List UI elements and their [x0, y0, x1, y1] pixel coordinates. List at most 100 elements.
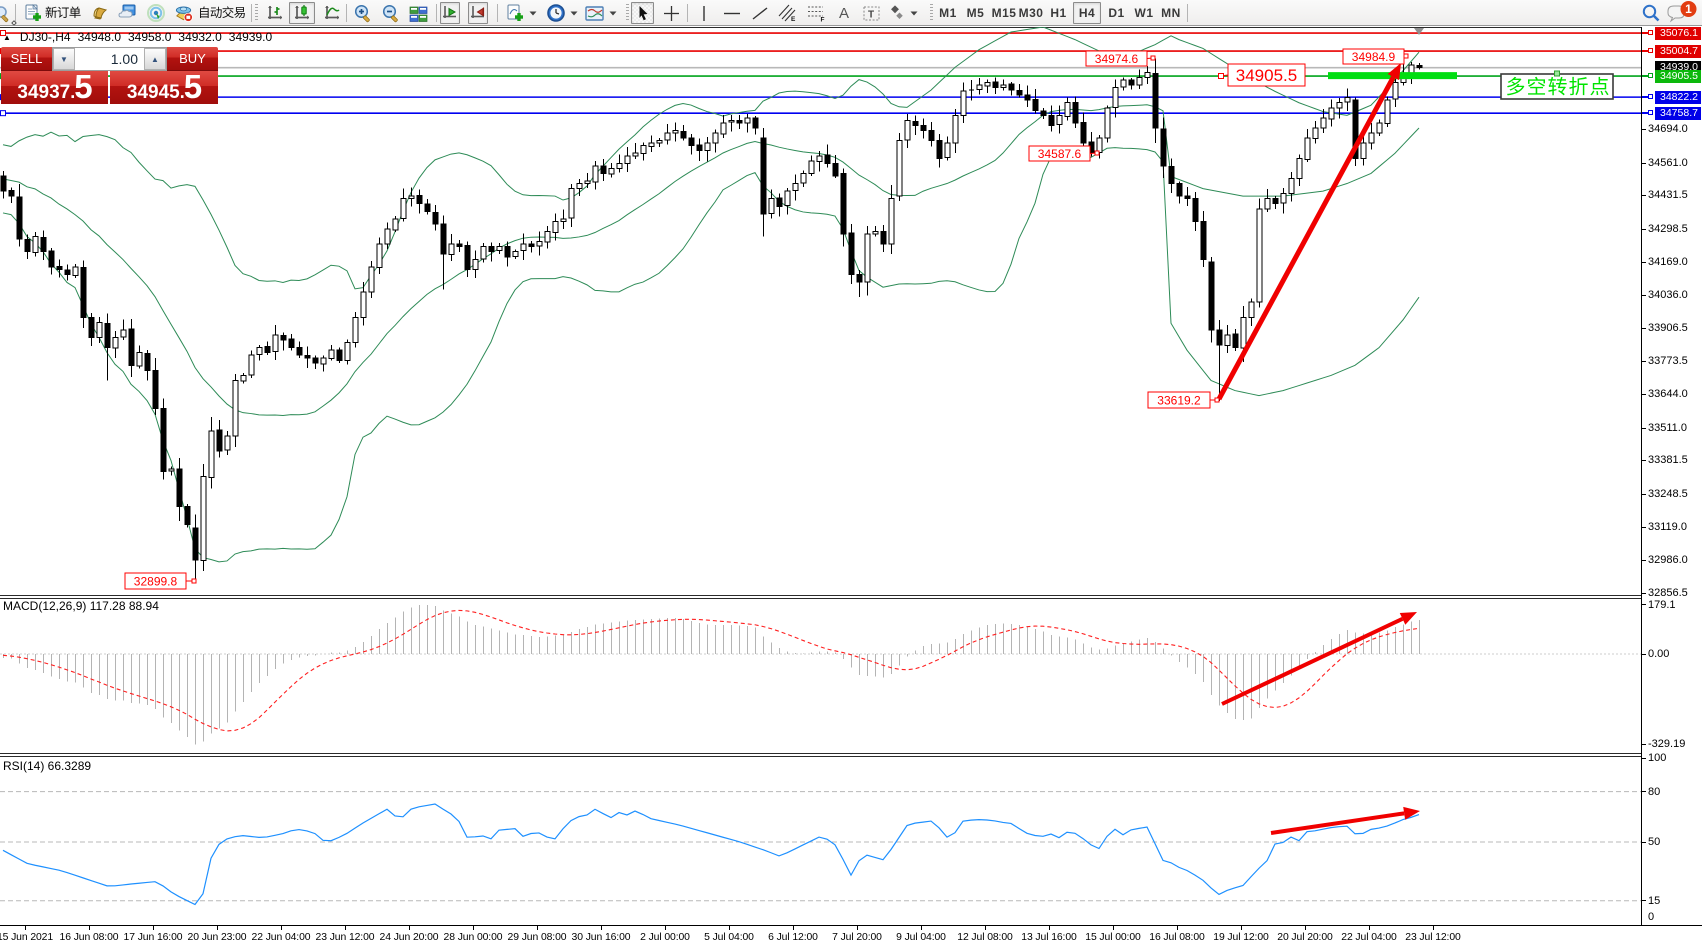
time-axis-label: 13 Jul 16:00	[1021, 932, 1077, 943]
hline-handle[interactable]	[1648, 73, 1653, 79]
autotrading-label[interactable]	[196, 2, 248, 24]
trend-arrow-head	[1403, 806, 1420, 820]
templates-dropdown-icon	[609, 11, 617, 15]
macd-panel-divider[interactable]	[0, 595, 1702, 599]
tile-windows-button[interactable]	[406, 2, 430, 24]
channel-icon: E	[778, 4, 796, 22]
note-box-handle[interactable]	[1554, 70, 1560, 77]
trend-arrow	[1221, 617, 1404, 706]
buy-button[interactable]: BUY	[167, 47, 218, 71]
candlestick-chart-button[interactable]	[289, 2, 315, 24]
metaquotes-logo-icon	[0, 2, 11, 24]
signal-icon[interactable]	[146, 2, 166, 24]
auto-scroll-button[interactable]	[440, 2, 460, 24]
trend-arrow-head	[1387, 63, 1401, 81]
crosshair-tool-button[interactable]	[661, 2, 681, 24]
volume-decrease-button[interactable]: ▼	[53, 48, 75, 70]
trendline-tool-button[interactable]	[750, 2, 770, 24]
last-bar-marker-icon[interactable]	[1414, 28, 1424, 35]
time-axis-tickmark	[1369, 926, 1370, 930]
price-axis-tickmark	[1642, 394, 1646, 396]
time-axis-label: 19 Jul 12:00	[1213, 932, 1269, 943]
hline-handle[interactable]	[0, 30, 6, 37]
zoom-in-button[interactable]	[352, 2, 374, 24]
hline-stub	[1642, 50, 1649, 53]
shapes-tool-button[interactable]	[888, 2, 922, 24]
bollinger-upper-band	[2, 27, 1420, 290]
text-tool-button[interactable]: A	[838, 4, 849, 22]
volume-increase-button[interactable]: ▲	[144, 48, 166, 70]
ask-pip-digits: .5	[179, 68, 202, 105]
charts-button[interactable]	[118, 2, 138, 24]
timeframe-w1-button[interactable]: W1	[1134, 6, 1154, 20]
price-callout: 34974.6	[1085, 50, 1156, 67]
bar-chart-button[interactable]	[265, 2, 285, 24]
rsi-panel-divider[interactable]	[0, 753, 1702, 757]
timeframe-mn-button[interactable]: MN	[1161, 6, 1181, 20]
hline-handle[interactable]	[1648, 48, 1653, 54]
time-axis-label: 9 Jul 04:00	[896, 932, 946, 943]
text-label-tool-button[interactable]: T	[861, 2, 881, 24]
fibonacci-tool-button[interactable]: F	[806, 2, 828, 24]
hline-handle[interactable]	[1648, 94, 1653, 100]
timeframe-m5-button[interactable]: M5	[966, 6, 985, 20]
ask-price[interactable]: 34945.5	[110, 68, 218, 105]
indicators-button[interactable]	[505, 2, 539, 24]
timeframe-m1-button[interactable]: M1	[939, 6, 957, 20]
search-button[interactable]	[1640, 2, 1662, 24]
volume-control: ▼ 1.00 ▲	[52, 47, 167, 71]
timeframe-m15-button[interactable]: M15	[991, 6, 1017, 20]
charts-icon	[118, 4, 136, 18]
time-axis[interactable]: 15 Jun 2021 16 Jun 08:00 17 Jun 16:00 20 Ju…	[0, 925, 1702, 947]
price-axis-tickmark	[1642, 526, 1646, 528]
ohlc-high: 34958.0	[128, 30, 172, 44]
hline-handle[interactable]	[1648, 110, 1653, 116]
timeframe-h4-button[interactable]: H4	[1073, 2, 1101, 24]
indicators-dropdown-icon	[529, 11, 537, 15]
main-price-chart[interactable]: 34974.6 34905.5 34587.6 33619.2 34984.9 32899…	[0, 27, 1641, 595]
new-order-label[interactable]	[43, 2, 83, 24]
timeframe-h1-button[interactable]: H1	[1050, 6, 1067, 20]
profiles-button[interactable]	[90, 2, 110, 24]
vertical-line-tool-button[interactable]	[696, 2, 712, 24]
templates-button[interactable]	[584, 2, 620, 24]
time-axis-label: 12 Jul 08:00	[957, 932, 1013, 943]
time-axis-label: 22 Jun 04:00	[251, 932, 311, 943]
autotrading-button[interactable]	[174, 2, 194, 24]
volume-input[interactable]: 1.00	[110, 51, 138, 67]
time-axis-tickmark	[601, 926, 602, 930]
price-axis-tickmark	[1642, 261, 1646, 263]
hline-handle[interactable]	[1648, 30, 1653, 36]
macd-indicator-panel[interactable]	[0, 597, 1641, 753]
horizontal-line-tool-button[interactable]	[722, 2, 742, 24]
rsi-axis-tickmark	[1642, 900, 1646, 902]
toolbar: E F A T M1 M5 M15 M30 H1 H4 D1 W1 MN	[0, 0, 1702, 26]
line-chart-button[interactable]	[322, 2, 342, 24]
rsi-indicator-panel[interactable]	[0, 757, 1641, 925]
timeframe-d1-button[interactable]: D1	[1108, 6, 1125, 20]
rsi-axis-tickmark	[1642, 791, 1646, 793]
chart-window: 34974.6 34905.5 34587.6 33619.2 34984.9 32899…	[0, 26, 1702, 947]
time-axis-label: 15 Jul 00:00	[1085, 932, 1141, 943]
new-order-button[interactable]	[24, 2, 84, 24]
time-axis-tickmark	[1241, 926, 1242, 930]
zoom-in-icon	[354, 4, 370, 22]
channel-tool-button[interactable]: E	[777, 2, 799, 24]
svg-text:34587.6: 34587.6	[1038, 147, 1082, 161]
hline-handle[interactable]	[0, 110, 6, 117]
notifications-button[interactable]: 1	[1666, 1, 1700, 24]
sell-button[interactable]: SELL	[1, 47, 52, 71]
bid-price[interactable]: 34937.5	[1, 70, 108, 104]
macd-axis-label: -329.19	[1648, 738, 1686, 751]
price-axis-tickmark	[1642, 162, 1646, 164]
timeframe-m30-button[interactable]: M30	[1018, 6, 1044, 20]
periods-button[interactable]	[546, 2, 580, 24]
ohlc-close: 34939.0	[228, 30, 273, 44]
price-axis[interactable]: 34694.0 34561.0 34431.5 34298.5 34169.0 34036…	[1642, 26, 1702, 947]
time-axis-tickmark	[921, 926, 922, 930]
chart-shift-button[interactable]	[468, 2, 488, 24]
vertical-line-icon	[703, 5, 705, 21]
cursor-tool-button[interactable]	[631, 2, 654, 24]
zoom-out-button[interactable]	[380, 2, 402, 24]
